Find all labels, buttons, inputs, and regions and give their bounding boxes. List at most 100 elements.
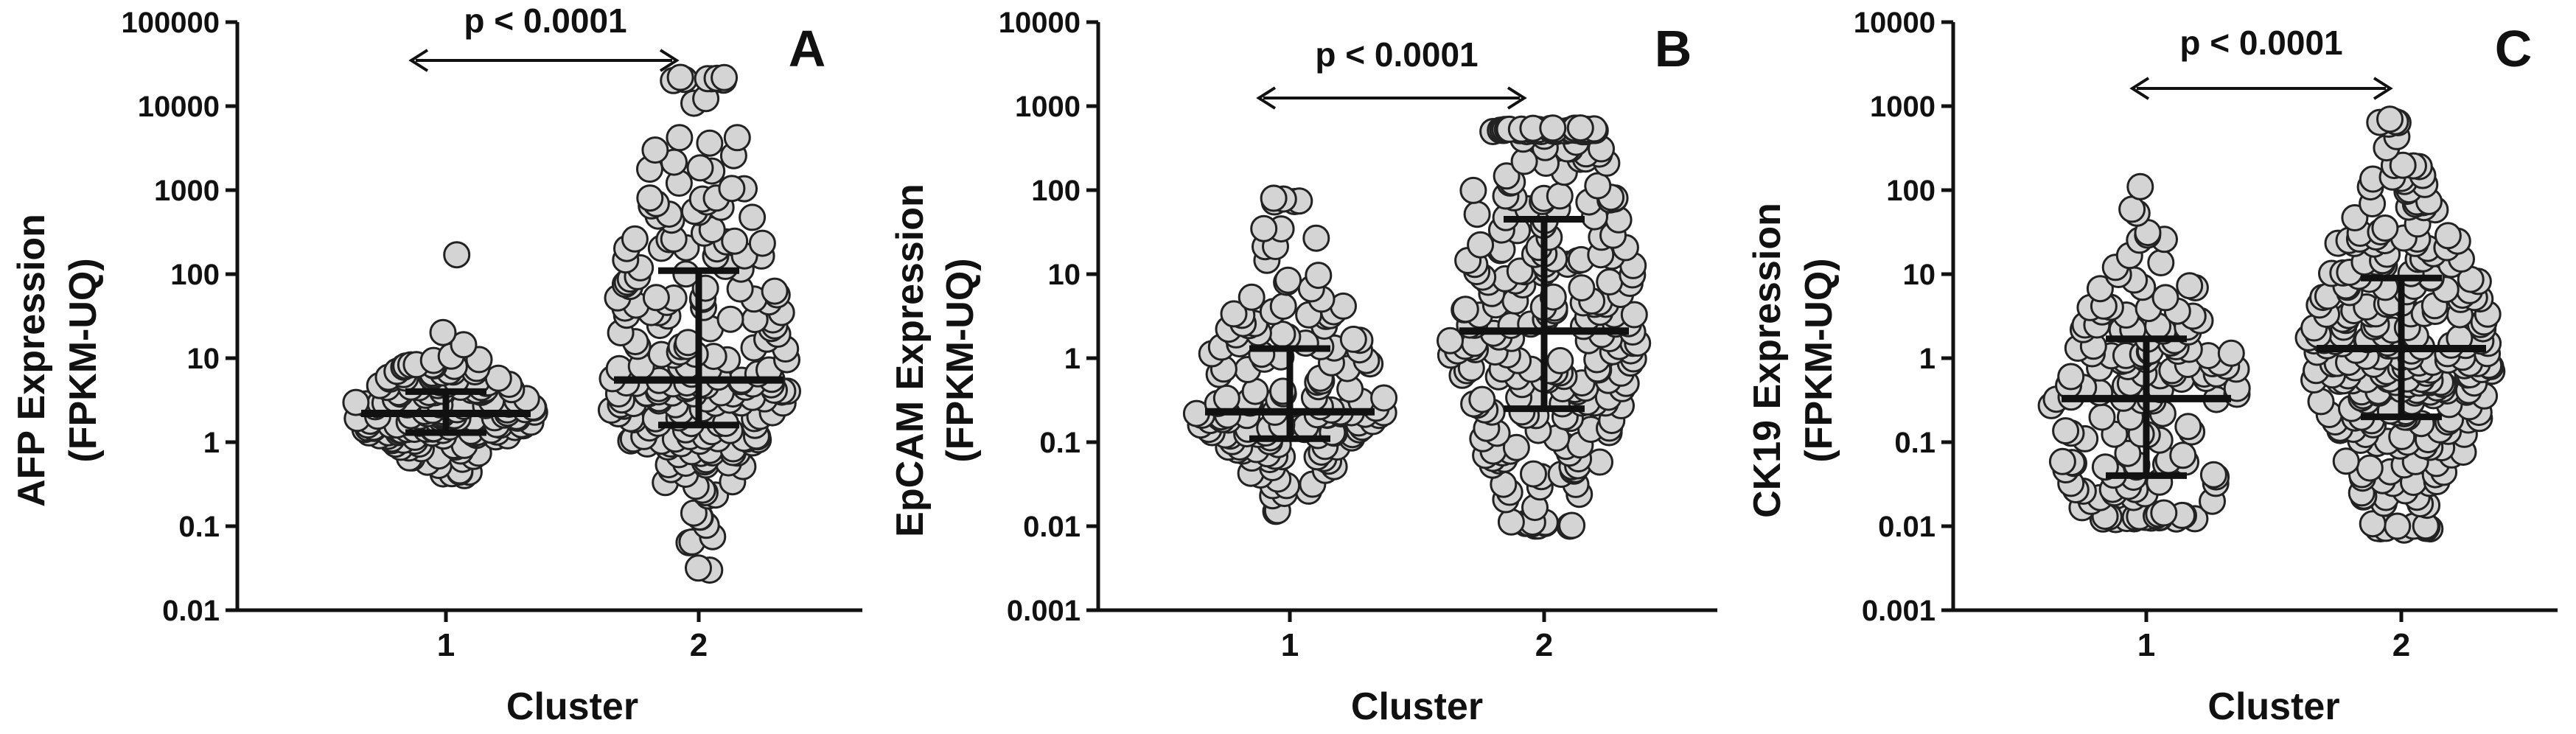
- y-tick-label: 100: [1886, 175, 1936, 207]
- data-point: [429, 318, 457, 346]
- y-tick-label: 0.01: [1878, 511, 1936, 543]
- data-point: [1370, 384, 1398, 412]
- y-tick-label: 1: [1919, 343, 1936, 375]
- data-point: [641, 136, 669, 164]
- y-tick-label: 0.001: [1007, 595, 1081, 627]
- data-point: [2359, 510, 2387, 538]
- data-point: [1502, 433, 1530, 461]
- data-point: [2217, 339, 2245, 367]
- panel-letter: B: [1655, 20, 1692, 77]
- data-point: [686, 154, 714, 182]
- data-point: [711, 63, 739, 91]
- arrow-head-right: [2373, 77, 2393, 100]
- p-value-annotation: p < 0.0001: [1315, 35, 1478, 74]
- arrow-head-left: [2129, 77, 2150, 100]
- data-point: [1468, 385, 1496, 413]
- data-point: [1568, 274, 1596, 302]
- data-point: [2088, 403, 2116, 431]
- data-point: [1220, 300, 1248, 328]
- data-point: [1546, 182, 1574, 210]
- arrow-head-right: [1507, 86, 1527, 110]
- data-point: [2332, 447, 2360, 475]
- data-point: [1558, 511, 1586, 539]
- data-point: [450, 331, 478, 359]
- y-tick-label: 10: [187, 343, 220, 375]
- x-axis-title: Cluster: [506, 685, 638, 728]
- data-point: [2086, 275, 2114, 303]
- data-point: [2147, 249, 2175, 276]
- data-point: [666, 63, 694, 91]
- x-tick-label: 1: [2137, 627, 2155, 663]
- panel-letter: C: [2495, 20, 2533, 77]
- y-tick-label: 10000: [1854, 7, 1936, 39]
- data-point: [1268, 321, 1296, 348]
- data-point: [666, 124, 694, 152]
- data-point: [2176, 272, 2204, 300]
- y-axis-title: (FPKM-UQ): [62, 258, 105, 462]
- y-axis-title: CK19 Expression: [1746, 203, 1789, 518]
- data-point: [1302, 224, 1330, 252]
- data-point: [1250, 214, 1278, 242]
- data-point: [1539, 114, 1567, 142]
- data-point: [2126, 172, 2154, 200]
- data-point: [2389, 151, 2417, 179]
- data-point: [761, 277, 789, 305]
- data-point: [739, 203, 767, 231]
- data-point: [2356, 454, 2384, 482]
- data-point: [443, 241, 471, 269]
- data-point: [2174, 413, 2202, 441]
- arrow-head-right: [659, 49, 680, 72]
- y-tick-label: 0.01: [1023, 511, 1081, 543]
- y-tick-label: 0.1: [178, 511, 220, 543]
- x-tick-label: 1: [1281, 627, 1299, 663]
- arrow-head-left: [408, 49, 429, 72]
- data-point: [2114, 439, 2142, 467]
- data-point: [1274, 266, 1302, 294]
- y-tick-label: 0.1: [1894, 427, 1936, 459]
- y-tick-label: 0.1: [1039, 427, 1081, 459]
- p-value-annotation: p < 0.0001: [464, 1, 626, 40]
- data-point: [2150, 499, 2178, 527]
- panel-c: 0.001 0.01 0.1 1 10 100 1000 10000 1 2 Cluster CK19…: [1746, 7, 2558, 728]
- y-tick-label: 100: [1031, 175, 1081, 207]
- data-point: [2434, 222, 2462, 250]
- data-point: [716, 305, 744, 333]
- data-point: [2199, 461, 2227, 489]
- x-tick-label: 2: [690, 627, 708, 663]
- data-point: [1437, 326, 1464, 354]
- y-tick-label: 1000: [154, 175, 220, 207]
- data-point: [1238, 283, 1266, 311]
- data-point: [1520, 460, 1547, 488]
- data-point: [1584, 172, 1612, 200]
- data-point: [1467, 231, 1495, 259]
- y-tick-label: 100000: [122, 7, 220, 39]
- y-tick-label: 100: [170, 259, 220, 291]
- data-point: [621, 225, 649, 253]
- y-tick-label: 1000: [1015, 91, 1081, 123]
- data-point: [2048, 447, 2076, 475]
- data-point: [1269, 293, 1297, 321]
- data-point: [2384, 512, 2412, 540]
- y-axis-title: (FPKM-UQ): [939, 258, 982, 462]
- arrow-head-left: [1256, 86, 1277, 110]
- y-tick-label: 10: [1903, 259, 1936, 291]
- p-value-annotation: p < 0.0001: [2179, 24, 2342, 62]
- data-point: [2057, 363, 2085, 391]
- y-axis-title: EpCAM Expression: [889, 184, 932, 537]
- x-tick-label: 1: [437, 627, 455, 663]
- data-point: [1451, 296, 1479, 324]
- y-axis-title: AFP Expression: [10, 214, 53, 507]
- data-point: [2376, 105, 2404, 133]
- data-point: [696, 129, 724, 157]
- x-tick-label: 2: [2392, 627, 2410, 663]
- data-point: [1463, 200, 1491, 228]
- data-point: [1620, 301, 1648, 329]
- y-tick-label: 10000: [138, 91, 220, 123]
- data-point: [721, 227, 749, 255]
- data-point: [748, 229, 776, 257]
- data-point: [342, 388, 370, 416]
- data-point: [1459, 176, 1487, 204]
- data-point: [1546, 346, 1574, 374]
- data-point: [1305, 262, 1333, 290]
- y-tick-label: 1000: [1870, 91, 1936, 123]
